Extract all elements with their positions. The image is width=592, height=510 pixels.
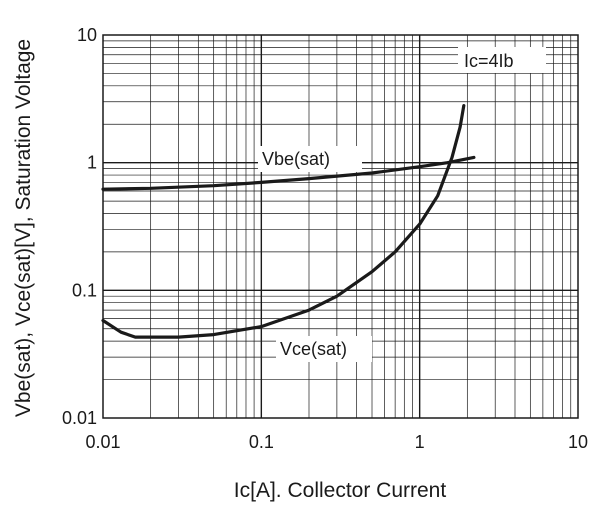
series-group [101,103,476,339]
y-tick-label: 0.01 [62,408,97,428]
y-tick-labels: 0.01 0.1 1 10 [62,25,97,428]
x-axis-label: Ic[A]. Collector Current [234,479,447,502]
annotations: Ic=4Ib Vbe(sat) Vce(sat) [258,47,546,362]
series-line-vbe-sat [101,155,476,191]
x-tick-label: 10 [568,432,588,452]
vce-label-bg [276,336,372,362]
vbe-series-label: Vbe(sat) [262,149,330,169]
condition-label-bg [458,47,546,73]
plot-frame [102,34,579,419]
x-tick-label: 0.1 [249,432,274,452]
x-tick-label: 0.01 [85,432,120,452]
y-tick-label: 1 [87,153,97,173]
x-tick-label: 1 [415,432,425,452]
x-tick-labels: 0.01 0.1 1 10 [85,432,588,452]
vbe-label-bg [258,146,362,172]
y-tick-label: 0.1 [72,280,97,300]
series-line-vce-sat [101,103,466,339]
y-axis-label: Vbe(sat), Vce(sat)[V], Saturation Voltag… [12,39,35,417]
y-tick-label: 10 [77,25,97,45]
condition-label: Ic=4Ib [464,51,514,71]
vce-series-label: Vce(sat) [280,339,347,359]
